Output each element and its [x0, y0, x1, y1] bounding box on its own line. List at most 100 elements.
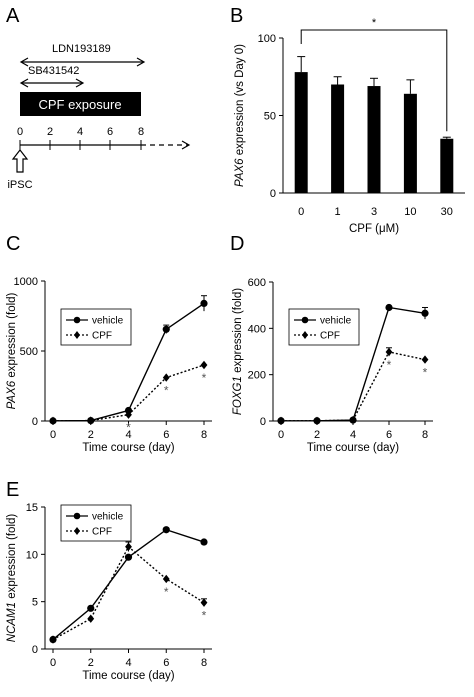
legend-swatch-marker: [73, 512, 81, 520]
legend-swatch-marker: [74, 527, 80, 535]
data-point: [313, 416, 321, 425]
ldn-label: LDN193189: [52, 43, 111, 55]
data-point: [162, 325, 170, 333]
timeline-tick-label: 4: [77, 126, 83, 138]
data-point: [421, 309, 429, 317]
ldn-arrow-right-head: [136, 57, 146, 67]
y-tick-label: 0: [32, 416, 38, 428]
x-tick-label: 6: [163, 657, 169, 669]
panel-label-a: A: [6, 5, 20, 27]
y-axis-label: NCAM1 expression (fold): [6, 514, 18, 643]
panel-e-line-chart: 0 5 10 15 0 2 4 6 8 Time course (day) NCAM1 expres…: [6, 502, 212, 682]
panel-b-bar-chart: 0 50 100 0 1 3 10 30 * CPF (μM) PAX6 expression (v…: [234, 17, 465, 235]
x-tick-label: 0: [50, 657, 56, 669]
y-tick-label: 400: [248, 323, 266, 335]
legend-swatch-marker: [74, 331, 80, 339]
y-axis-label: FOXG1 expression (fold): [232, 288, 244, 415]
significance-star: *: [423, 366, 428, 380]
significance-bracket: [300, 29, 448, 132]
data-point: [421, 355, 429, 364]
legend-box: [288, 308, 360, 346]
timeline-tick-label: 2: [47, 126, 53, 138]
x-tick-label: 0: [278, 429, 284, 441]
y-tick-label: 500: [20, 346, 38, 358]
legend-label: CPF: [320, 331, 340, 342]
significance-star: *: [372, 17, 377, 29]
y-tick-label: 100: [258, 33, 276, 45]
legend-box: [60, 308, 132, 346]
y-axis-label: PAX6 expression (vs Day 0): [234, 44, 246, 187]
x-tick-label: 1: [335, 206, 341, 218]
significance-star: *: [202, 609, 207, 623]
panel-label-e: E: [6, 479, 19, 501]
bar: [294, 72, 308, 193]
x-axis-label: Time course (day): [307, 442, 399, 454]
timeline-arrowhead: [181, 140, 191, 150]
timeline-tick-label: 6: [107, 126, 113, 138]
sb-label: SB431542: [28, 65, 79, 77]
data-point: [277, 416, 285, 425]
x-tick-label: 4: [125, 657, 131, 669]
x-axis-label: CPF (μM): [349, 223, 399, 235]
data-point: [385, 303, 393, 312]
x-tick-label: 8: [201, 657, 207, 669]
data-point: [385, 347, 393, 357]
legend-swatch-marker: [73, 316, 81, 324]
x-tick-label: 8: [422, 429, 428, 441]
y-axis-label: PAX6 expression (fold): [6, 292, 18, 409]
x-tick-label: 2: [88, 657, 94, 669]
y-tick-label: 200: [248, 370, 266, 382]
panel-label-c: C: [6, 233, 20, 255]
bar: [403, 93, 417, 193]
x-tick-label: 6: [163, 429, 169, 441]
sb-arrow-left-head: [19, 78, 29, 88]
bar: [331, 84, 345, 193]
significance-star: *: [164, 384, 169, 398]
legend-swatch-marker: [301, 316, 309, 324]
panel-a: A LDN193189 SB431542 CPF exposure 0 2 4 …: [6, 5, 191, 191]
data-point: [162, 574, 170, 584]
data-point: [200, 299, 208, 307]
panel-label-d: D: [230, 233, 244, 255]
panel-d-line-chart: 0 200 400 600 0 2 4 6 8 Time course (day) FOXG1 ex…: [232, 277, 433, 454]
legend-box: [60, 504, 132, 542]
bar: [440, 138, 454, 193]
y-tick-label: 50: [264, 111, 276, 123]
y-tick-label: 5: [32, 597, 38, 609]
significance-star: *: [126, 421, 131, 435]
y-tick-label: 0: [270, 188, 276, 200]
data-point: [162, 373, 170, 382]
x-tick-label: 0: [298, 206, 304, 218]
legend-label: vehicle: [92, 512, 124, 523]
timeline-tick-label: 8: [138, 126, 144, 138]
x-tick-label: 4: [350, 429, 356, 441]
panel-c-line-chart: 0 500 1000 0 2 4 6 8 Time course (day) PAX6 expre…: [6, 276, 212, 454]
data-point: [87, 416, 95, 425]
y-tick-label: 15: [26, 502, 38, 514]
x-tick-label: 6: [386, 429, 392, 441]
x-tick-label: 10: [404, 206, 416, 218]
data-point: [125, 410, 132, 419]
legend-label: vehicle: [92, 316, 124, 327]
data-point: [162, 526, 170, 534]
legend-label: CPF: [92, 331, 112, 342]
data-point: [49, 635, 57, 644]
ipsc-up-arrow-icon: [11, 149, 29, 173]
data-point: [87, 614, 95, 623]
y-tick-label: 600: [248, 277, 266, 289]
x-tick-label: 2: [88, 429, 94, 441]
x-tick-label: 3: [371, 206, 377, 218]
ipsc-label: iPSC: [7, 179, 32, 191]
data-point: [200, 360, 208, 370]
legend-label: vehicle: [320, 316, 352, 327]
x-tick-label: 4: [125, 429, 131, 441]
x-tick-label: 30: [441, 206, 453, 218]
data-point: [125, 542, 132, 551]
x-tick-label: 0: [50, 429, 56, 441]
x-axis-label: Time course (day): [82, 670, 174, 682]
data-point: [87, 604, 95, 612]
data-point: [124, 553, 133, 561]
significance-star: *: [202, 371, 207, 385]
x-tick-label: 8: [201, 429, 207, 441]
